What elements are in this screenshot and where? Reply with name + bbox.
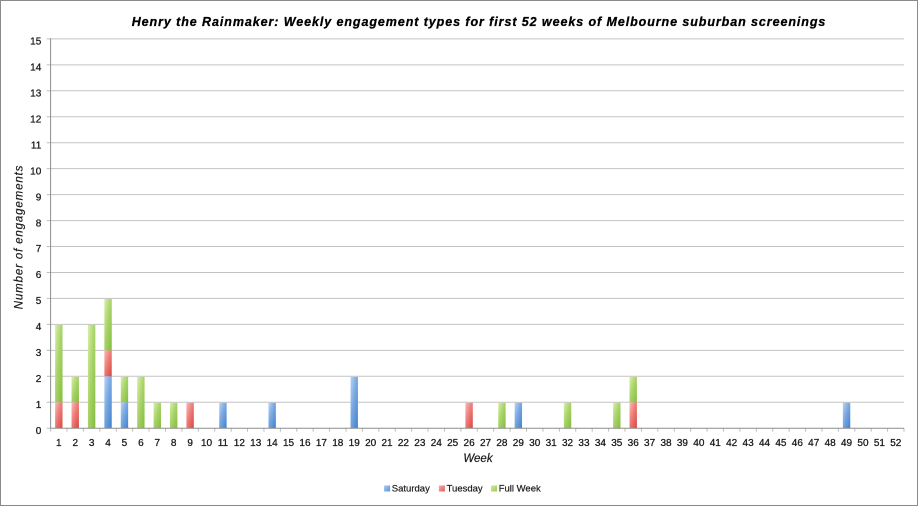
svg-text:6: 6	[36, 270, 42, 281]
svg-text:Full Week: Full Week	[499, 483, 541, 494]
svg-text:12: 12	[30, 114, 42, 125]
svg-text:8: 8	[171, 438, 177, 449]
svg-text:15: 15	[30, 37, 42, 48]
svg-text:25: 25	[447, 438, 459, 449]
svg-text:52: 52	[890, 438, 902, 449]
svg-text:11: 11	[218, 438, 229, 449]
svg-text:42: 42	[726, 438, 738, 449]
svg-text:Tuesday: Tuesday	[447, 483, 483, 494]
svg-text:7: 7	[36, 244, 42, 255]
svg-text:11: 11	[31, 140, 42, 151]
svg-text:49: 49	[841, 438, 853, 449]
svg-text:22: 22	[398, 438, 410, 449]
svg-text:16: 16	[299, 438, 311, 449]
svg-text:24: 24	[431, 438, 443, 449]
svg-text:31: 31	[546, 438, 558, 449]
svg-text:51: 51	[874, 438, 886, 449]
svg-text:34: 34	[595, 438, 607, 449]
svg-text:Saturday: Saturday	[392, 483, 430, 494]
svg-text:3: 3	[36, 348, 42, 359]
svg-text:35: 35	[611, 438, 623, 449]
svg-text:14: 14	[30, 63, 42, 74]
svg-text:20: 20	[365, 438, 377, 449]
svg-text:27: 27	[480, 438, 492, 449]
svg-text:10: 10	[201, 438, 213, 449]
svg-text:4: 4	[36, 322, 42, 333]
svg-text:38: 38	[660, 438, 672, 449]
svg-text:48: 48	[825, 438, 837, 449]
svg-text:13: 13	[30, 89, 42, 100]
svg-text:18: 18	[332, 438, 344, 449]
svg-text:14: 14	[267, 438, 279, 449]
svg-text:2: 2	[72, 438, 78, 449]
svg-text:30: 30	[529, 438, 541, 449]
svg-text:5: 5	[36, 296, 42, 307]
svg-text:50: 50	[857, 438, 869, 449]
svg-text:8: 8	[36, 218, 42, 229]
svg-text:Week: Week	[463, 453, 493, 465]
svg-text:29: 29	[513, 438, 525, 449]
svg-text:5: 5	[122, 438, 128, 449]
svg-text:44: 44	[759, 438, 771, 449]
svg-text:28: 28	[496, 438, 508, 449]
svg-text:7: 7	[154, 438, 160, 449]
svg-text:17: 17	[316, 438, 328, 449]
svg-text:43: 43	[743, 438, 755, 449]
svg-text:23: 23	[414, 438, 426, 449]
svg-text:2: 2	[36, 374, 42, 385]
svg-text:12: 12	[234, 438, 246, 449]
svg-text:36: 36	[628, 438, 640, 449]
svg-text:6: 6	[138, 438, 144, 449]
svg-text:41: 41	[710, 438, 722, 449]
svg-text:39: 39	[677, 438, 689, 449]
svg-text:Henry the Rainmaker: Weekly en: Henry the Rainmaker: Weekly engagement t…	[132, 15, 827, 29]
svg-text:45: 45	[775, 438, 787, 449]
svg-text:46: 46	[792, 438, 804, 449]
svg-text:0: 0	[36, 426, 42, 437]
svg-text:13: 13	[250, 438, 262, 449]
svg-text:1: 1	[56, 438, 62, 449]
svg-text:32: 32	[562, 438, 574, 449]
svg-text:4: 4	[105, 438, 111, 449]
svg-text:26: 26	[464, 438, 476, 449]
svg-text:21: 21	[381, 438, 393, 449]
svg-text:47: 47	[808, 438, 820, 449]
svg-text:37: 37	[644, 438, 656, 449]
svg-text:Number of engagements: Number of engagements	[14, 165, 26, 309]
svg-text:19: 19	[349, 438, 361, 449]
svg-text:40: 40	[693, 438, 705, 449]
svg-text:1: 1	[36, 400, 42, 411]
svg-text:15: 15	[283, 438, 295, 449]
svg-text:9: 9	[36, 192, 42, 203]
svg-text:33: 33	[578, 438, 590, 449]
svg-text:3: 3	[89, 438, 95, 449]
svg-text:10: 10	[30, 166, 42, 177]
svg-text:9: 9	[187, 438, 193, 449]
